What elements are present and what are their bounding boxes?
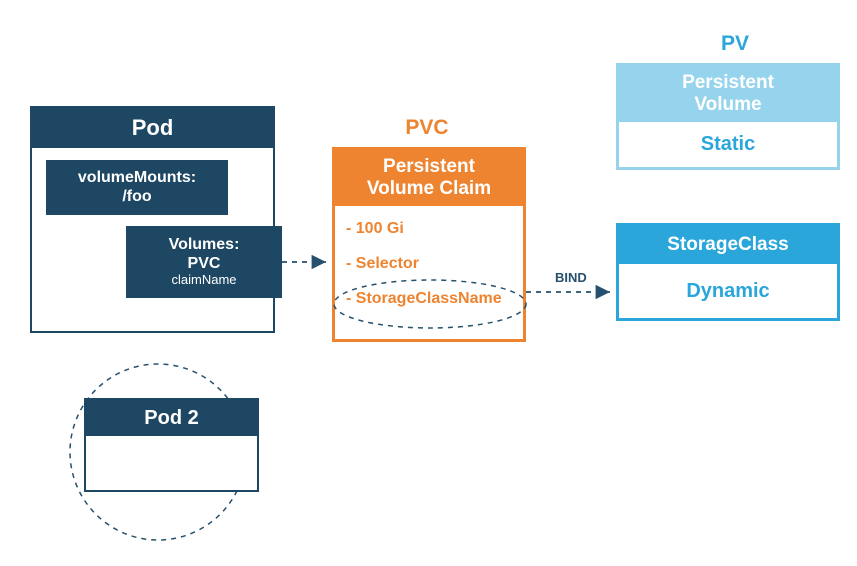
pvc-item: - StorageClassName — [346, 290, 502, 308]
storageclass-box: StorageClass Dynamic — [616, 223, 840, 321]
pv-body: Static — [619, 122, 837, 167]
section-label-pvc: PVC — [382, 116, 472, 140]
pod2-header: Pod 2 — [86, 400, 257, 436]
pvc-title-line2: Volume Claim — [367, 178, 491, 200]
pod-header: Pod — [32, 108, 273, 148]
storageclass-body-text: Dynamic — [686, 280, 769, 303]
storageclass-title: StorageClass — [667, 234, 788, 256]
bind-label-text: BIND — [555, 270, 587, 285]
pod-title: Pod — [132, 115, 174, 140]
pvc-header: Persistent Volume Claim — [335, 150, 523, 206]
volumes-pvc: PVC — [169, 255, 240, 273]
storageclass-body: Dynamic — [619, 264, 837, 318]
volume-mounts-label: volumeMounts: — [78, 169, 196, 187]
volume-mounts-block: volumeMounts: /foo — [46, 160, 228, 215]
bind-label: BIND — [555, 270, 587, 285]
pv-body-text: Static — [701, 133, 755, 156]
pvc-title-line1: Persistent — [367, 156, 491, 178]
storageclass-header: StorageClass — [619, 226, 837, 264]
pv-box: Persistent Volume Static — [616, 63, 840, 170]
volumes-claimname: claimName — [169, 273, 240, 288]
volume-mounts-path: /foo — [78, 188, 196, 206]
pv-title-line2: Volume — [682, 94, 774, 116]
pvc-item: - Selector — [346, 255, 419, 273]
pod2-title: Pod 2 — [144, 407, 198, 430]
section-label-pv-text: PV — [721, 32, 749, 55]
section-label-pv: PV — [690, 32, 780, 56]
pvc-item: - 100 Gi — [346, 220, 404, 238]
pv-header: Persistent Volume — [619, 66, 837, 122]
volumes-label: Volumes: — [169, 236, 240, 254]
pvc-box: Persistent Volume Claim — [332, 147, 526, 342]
pod-box: Pod — [30, 106, 275, 333]
section-label-pvc-text: PVC — [405, 116, 448, 139]
pv-title-line1: Persistent — [682, 72, 774, 94]
volumes-block: Volumes: PVC claimName — [126, 226, 282, 298]
pod2-box: Pod 2 — [84, 398, 259, 492]
